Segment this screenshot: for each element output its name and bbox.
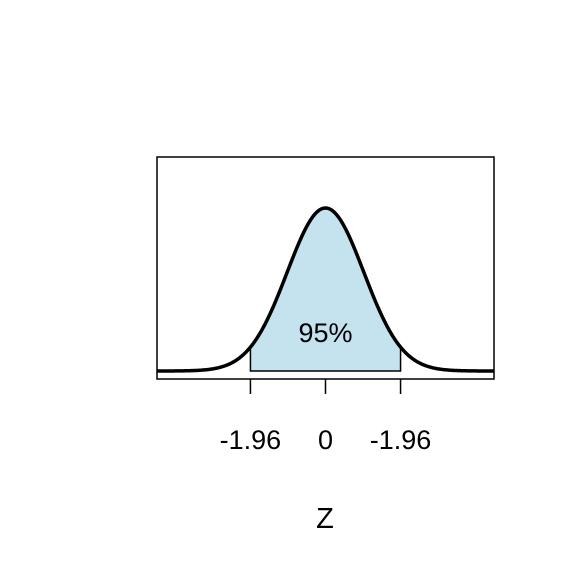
shaded-area-label: 95% (298, 318, 352, 348)
x-axis-title: Z (316, 503, 334, 535)
x-tick-label: -1.96 (370, 425, 432, 455)
x-axis-ticks: -1.96 0 -1.96 (220, 379, 432, 455)
x-tick-label: -1.96 (220, 425, 282, 455)
x-tick-label: 0 (318, 425, 333, 455)
density-curve (156, 206, 495, 373)
